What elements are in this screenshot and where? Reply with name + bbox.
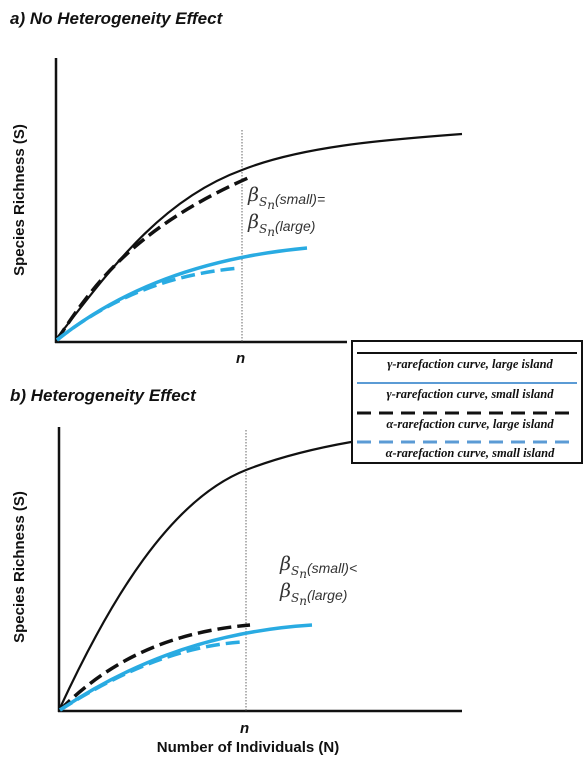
panel-a-beta-annotation: βSn(small)= βSn(large) <box>247 184 325 239</box>
panel-a-alpha-small-curve <box>55 266 241 342</box>
legend-label: γ-rarefaction curve, small island <box>386 387 554 401</box>
legend-item-alpha-large: α-rarefaction curve, large island <box>357 405 579 435</box>
panel-b-alpha-large-curve <box>58 623 251 712</box>
svg-text:βSn(small)=: βSn(small)= <box>247 184 325 212</box>
svg-text:βSn(large): βSn(large) <box>279 580 347 608</box>
panel-b-y-axis-label: Species Richness (S) <box>11 491 28 643</box>
svg-text:βSn(large): βSn(large) <box>247 211 315 239</box>
panel-b-beta-annotation: βSn(small)< βSn(large) <box>279 553 357 608</box>
panel-b-x-tick-n: n <box>240 720 249 737</box>
legend-label: α-rarefaction curve, small island <box>385 446 555 460</box>
legend-item-gamma-small: γ-rarefaction curve, small island <box>357 375 579 405</box>
panel-b-x-axis-label: Number of Individuals (N) <box>157 739 340 756</box>
panel-b: n Species Richness (S) Number of Individ… <box>11 426 469 756</box>
legend-label: α-rarefaction curve, large island <box>386 417 554 431</box>
panel-a-alpha-large-curve <box>55 176 249 341</box>
legend-item-alpha-small: α-rarefaction curve, small island <box>357 434 579 464</box>
panel-a-title: a) No Heterogeneity Effect <box>10 9 223 28</box>
legend-item-gamma-large: γ-rarefaction curve, large island <box>357 345 579 375</box>
legend-swatch-dashed-blue <box>357 440 577 444</box>
panel-b-gamma-large-curve <box>59 426 469 709</box>
legend: γ-rarefaction curve, large island γ-rare… <box>351 340 583 464</box>
panel-b-title: b) Heterogeneity Effect <box>10 386 196 405</box>
panel-a-y-axis-label: Species Richness (S) <box>11 124 28 276</box>
panel-a-x-tick-n: n <box>236 350 245 367</box>
panel-a: n Species Richness (S) βSn(small)= βSn(l… <box>11 58 463 367</box>
svg-text:βSn(small)<: βSn(small)< <box>279 553 357 581</box>
panel-a-gamma-small-curve <box>55 246 308 342</box>
legend-swatch-solid-blue <box>357 382 577 384</box>
legend-label: γ-rarefaction curve, large island <box>387 357 553 371</box>
legend-swatch-dashed-black <box>357 411 577 415</box>
panel-a-gamma-large-curve <box>56 132 463 339</box>
legend-swatch-solid-black <box>357 352 577 354</box>
panel-b-alpha-small-curve <box>59 640 243 712</box>
